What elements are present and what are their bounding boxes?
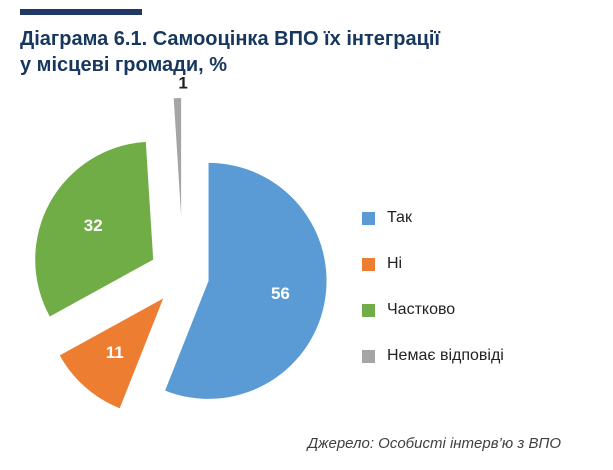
- pie-slice-4: [173, 98, 182, 217]
- chart-title: Діаграма 6.1. Самооцінка ВПО їх інтеграц…: [20, 26, 580, 78]
- source-note: Джерело: Особисті інтерв’ю з ВПО: [307, 435, 561, 452]
- legend-item-1: Так: [362, 195, 504, 241]
- pie-slice-3: [35, 141, 154, 317]
- pie-slice-2: [59, 298, 164, 409]
- legend-label: Так: [387, 209, 412, 226]
- data-label-4: 1: [178, 74, 187, 93]
- legend-item-2: Ні: [362, 241, 504, 287]
- data-label-2: 11: [106, 343, 124, 362]
- data-label-1: 56: [271, 284, 290, 303]
- legend-label: Ні: [387, 255, 403, 272]
- data-label-3: 32: [84, 216, 103, 235]
- legend-swatch: [362, 349, 375, 363]
- legend-swatch: [362, 303, 375, 317]
- title-line-2: у місцеві громади, %: [20, 54, 228, 76]
- legend-item-4: Немає відповіді: [362, 333, 504, 379]
- accent-bar: [20, 9, 142, 15]
- legend-swatch: [362, 211, 375, 225]
- chart-legend: Так Ні Частково Немає відповіді: [362, 195, 504, 379]
- title-line-1: Діаграма 6.1. Самооцінка ВПО їх інтеграц…: [20, 28, 441, 50]
- pie-slice-1: [165, 162, 327, 399]
- legend-label: Немає відповіді: [387, 347, 504, 364]
- legend-swatch: [362, 257, 375, 271]
- legend-label: Частково: [387, 301, 456, 318]
- legend-item-3: Частково: [362, 287, 504, 333]
